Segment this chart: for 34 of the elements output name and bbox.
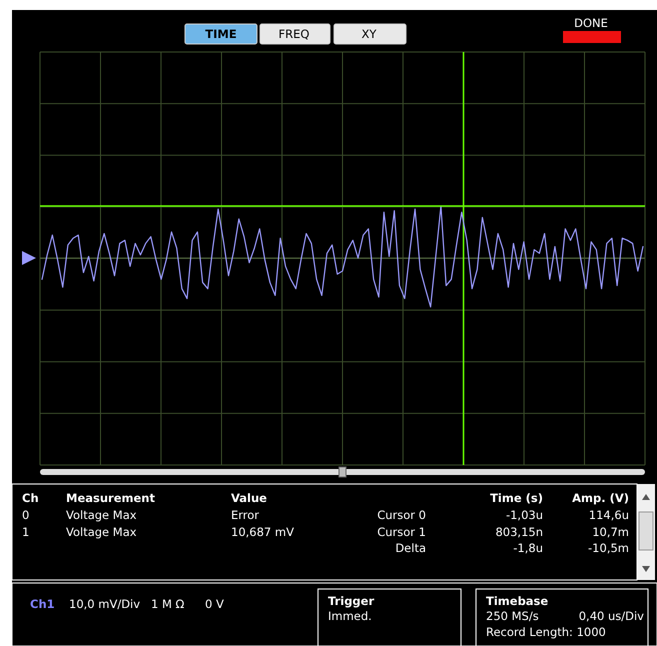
text: Trigger [328, 594, 374, 608]
text: 0 V [205, 597, 224, 611]
text: FREQ [278, 27, 310, 41]
text: Amp. (V) [572, 491, 629, 505]
text: 803,15n [495, 525, 543, 539]
text: DONE [574, 16, 608, 30]
text: -1,03u [506, 508, 543, 522]
text: Ch [22, 491, 39, 505]
text: 0 [22, 508, 30, 522]
text: 250 MS/s [486, 609, 539, 623]
text: 10,0 mV/Div [69, 597, 140, 611]
text: 0,40 us/Div [578, 609, 644, 623]
text: Value [231, 491, 268, 505]
text: Record Length: 1000 [486, 625, 606, 639]
text: -10,5m [588, 541, 629, 555]
text: XY [362, 27, 378, 41]
text: 114,6u [588, 508, 629, 522]
text: -1,8u [513, 541, 543, 555]
text: Cursor 1 [377, 525, 426, 539]
text: TIME [205, 27, 237, 41]
text: Immed. [328, 609, 372, 623]
text: Voltage Max [66, 525, 137, 539]
text: 1 M Ω [151, 597, 185, 611]
text: Time (s) [490, 491, 543, 505]
text: Ch1 [30, 597, 55, 611]
text: Voltage Max [66, 508, 137, 522]
text: Timebase [486, 594, 548, 608]
text: Error [231, 508, 260, 522]
text: Cursor 0 [377, 508, 426, 522]
text: 1 [22, 525, 30, 539]
text: 10,7m [592, 525, 629, 539]
text: 10,687 mV [231, 525, 294, 539]
text: Measurement [66, 491, 156, 505]
text: Delta [395, 541, 426, 555]
